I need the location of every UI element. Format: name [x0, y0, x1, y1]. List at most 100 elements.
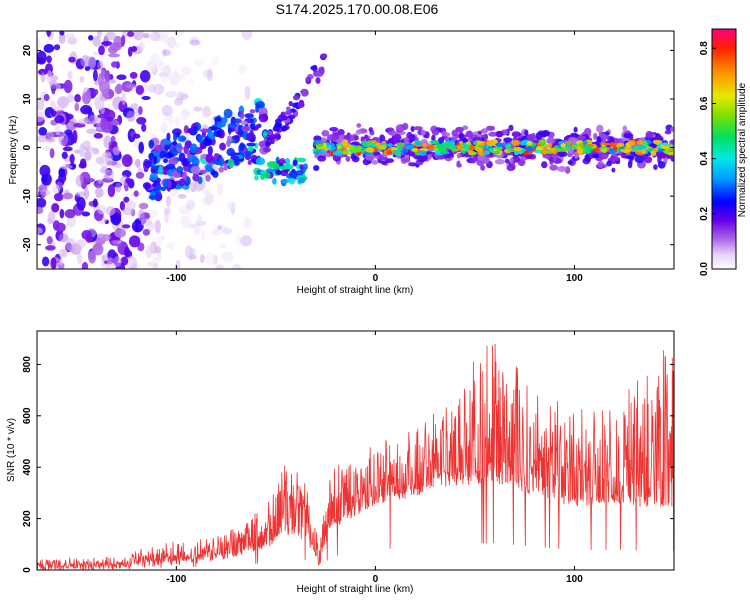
heatmap-cell — [275, 169, 282, 175]
heatmap-cell — [37, 50, 47, 65]
heatmap-cell — [548, 156, 554, 163]
heatmap-cell — [305, 77, 310, 82]
heatmap-cell — [52, 184, 61, 194]
heatmap-cell — [119, 201, 126, 211]
heatmap-cell — [131, 220, 144, 233]
heatmap-cell — [75, 239, 86, 249]
heatmap-cell — [456, 163, 462, 168]
heatmap-cell — [670, 126, 674, 132]
heatmap-cell — [504, 158, 510, 164]
heatmap-cell — [192, 125, 198, 132]
heatmap-cell — [513, 146, 522, 152]
heatmap-cell — [657, 161, 666, 169]
heatmap-cell — [106, 257, 114, 263]
heatmap-cell — [43, 43, 55, 53]
heatmap-cell — [199, 128, 210, 133]
heatmap-cell — [76, 253, 83, 265]
heatmap-cell — [124, 246, 130, 258]
heatmap-cell — [103, 135, 112, 149]
heatmap-cell — [216, 182, 224, 197]
heatmap-cell — [202, 137, 212, 147]
heatmap-cell — [59, 31, 65, 36]
heatmap-cell — [393, 135, 398, 144]
heatmap-cell — [68, 56, 76, 63]
heatmap-cell — [179, 215, 192, 228]
heatmap-cell — [63, 79, 73, 94]
chart-title: S174.2025.170.00.08.E06 — [275, 1, 439, 17]
heatmap-cell — [326, 134, 337, 142]
heatmap-cell — [597, 160, 605, 168]
heatmap-cell — [46, 235, 53, 245]
heatmap-cell — [276, 134, 282, 140]
heatmap-cell — [175, 259, 181, 269]
heatmap-cell — [81, 261, 89, 269]
heatmap-cell — [653, 139, 661, 145]
heatmap-cell — [74, 149, 81, 154]
heatmap-cell — [205, 252, 217, 266]
heatmap-cell — [138, 41, 145, 51]
heatmap-cell — [184, 245, 194, 259]
heatmap-cell — [97, 60, 104, 71]
snr-x-label: Height of straight line (km) — [297, 584, 414, 595]
heatmap-cell — [378, 154, 385, 161]
heatmap-cell — [267, 130, 273, 136]
heatmap-cell — [84, 150, 92, 161]
heatmap-cell — [272, 163, 280, 170]
heatmap-cell — [133, 190, 139, 197]
heatmap-cell — [564, 144, 572, 149]
heatmap-cell — [442, 150, 448, 154]
heatmap-cell — [86, 128, 97, 134]
heatmap-cell — [266, 136, 274, 141]
spectrogram-y-axis: -20 -10 0 10 20 — [22, 44, 674, 252]
heatmap-cell — [37, 37, 41, 50]
heatmap-cell — [628, 140, 636, 147]
heatmap-cell — [103, 174, 109, 179]
heatmap-cell — [181, 171, 188, 182]
heatmap-cell — [280, 125, 288, 132]
heatmap-cell — [265, 140, 271, 148]
heatmap-cell — [67, 122, 73, 128]
heatmap-cell — [173, 99, 184, 107]
heatmap-cell — [64, 129, 73, 136]
heatmap-cell — [142, 32, 150, 39]
heatmap-cell — [240, 235, 253, 247]
heatmap-cell — [150, 57, 157, 70]
heatmap-cell — [584, 157, 592, 162]
heatmap-cell — [314, 140, 323, 145]
heatmap-cell — [488, 131, 498, 137]
heatmap-cell — [245, 150, 252, 158]
heatmap-cell — [197, 213, 202, 223]
heatmap-cell — [459, 140, 464, 145]
heatmap-cell — [210, 230, 222, 236]
heatmap-cell — [323, 146, 329, 151]
heatmap-cell — [292, 94, 300, 101]
heatmap-cell — [93, 132, 103, 139]
heatmap-cell — [506, 164, 516, 172]
heatmap-cell — [104, 31, 117, 41]
heatmap-cell — [161, 104, 173, 117]
heatmap-cell — [284, 110, 292, 116]
heatmap-cell — [98, 45, 105, 56]
heatmap-cell — [92, 69, 98, 82]
heatmap-cell — [239, 142, 245, 151]
heatmap-cell — [40, 189, 50, 197]
heatmap-cell — [292, 159, 298, 167]
heatmap-cell — [596, 124, 604, 133]
heatmap-cell — [538, 140, 547, 145]
heatmap-cell — [83, 186, 90, 200]
heatmap-cell — [526, 133, 536, 141]
heatmap-cell — [149, 172, 159, 181]
heatmap-cell — [233, 118, 242, 124]
heatmap-cell — [336, 144, 342, 150]
heatmap-cell — [104, 109, 116, 121]
heatmap-cell — [599, 142, 610, 146]
heatmap-cell — [65, 33, 76, 39]
heatmap-cell — [524, 129, 529, 136]
heatmap-cell — [120, 35, 126, 46]
heatmap-cell — [482, 150, 491, 155]
heatmap-cell — [636, 140, 644, 145]
snr-series-line — [37, 343, 674, 570]
heatmap-cell — [643, 156, 653, 164]
heatmap-cell — [79, 76, 85, 83]
y-tick-label: 0 — [22, 567, 33, 573]
